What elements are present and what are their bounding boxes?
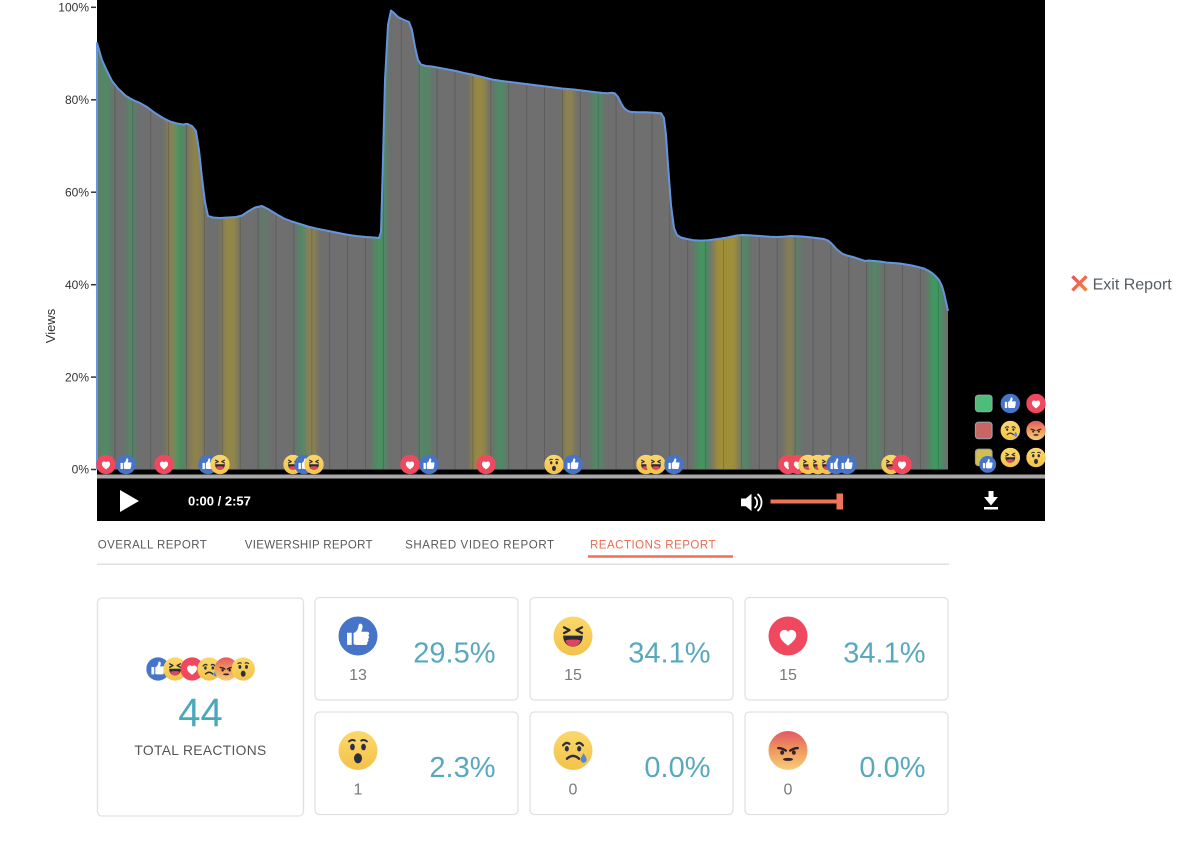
svg-text:REACTIONS REPORT: REACTIONS REPORT	[590, 539, 716, 551]
svg-text:13: 13	[349, 667, 367, 684]
svg-text:SHARED VIDEO REPORT: SHARED VIDEO REPORT	[405, 539, 555, 551]
svg-text:OVERALL REPORT: OVERALL REPORT	[98, 539, 207, 551]
svg-text:0: 0	[569, 782, 578, 799]
svg-text:0:00 / 2:57: 0:00 / 2:57	[188, 494, 251, 509]
svg-text:15: 15	[564, 667, 582, 684]
svg-text:Exit Report: Exit Report	[1093, 277, 1173, 294]
svg-text:TOTAL REACTIONS: TOTAL REACTIONS	[134, 743, 266, 758]
svg-text:44: 44	[178, 691, 223, 735]
svg-text:0.0%: 0.0%	[859, 752, 925, 784]
svg-text:29.5%: 29.5%	[413, 638, 495, 670]
svg-text:VIEWERSHIP REPORT: VIEWERSHIP REPORT	[245, 539, 373, 551]
svg-text:15: 15	[779, 667, 797, 684]
svg-text:34.1%: 34.1%	[843, 638, 925, 670]
svg-text:40%: 40%	[65, 278, 89, 292]
svg-text:0.0%: 0.0%	[644, 752, 710, 784]
svg-text:60%: 60%	[65, 185, 89, 199]
svg-text:20%: 20%	[65, 370, 89, 384]
svg-text:0%: 0%	[72, 463, 90, 477]
svg-text:34.1%: 34.1%	[628, 638, 710, 670]
svg-text:2.3%: 2.3%	[429, 752, 495, 784]
svg-text:1: 1	[354, 782, 363, 799]
svg-text:80%: 80%	[65, 93, 89, 107]
svg-text:Views: Views	[43, 308, 58, 343]
svg-text:0: 0	[784, 782, 793, 799]
svg-text:100%: 100%	[58, 1, 89, 15]
